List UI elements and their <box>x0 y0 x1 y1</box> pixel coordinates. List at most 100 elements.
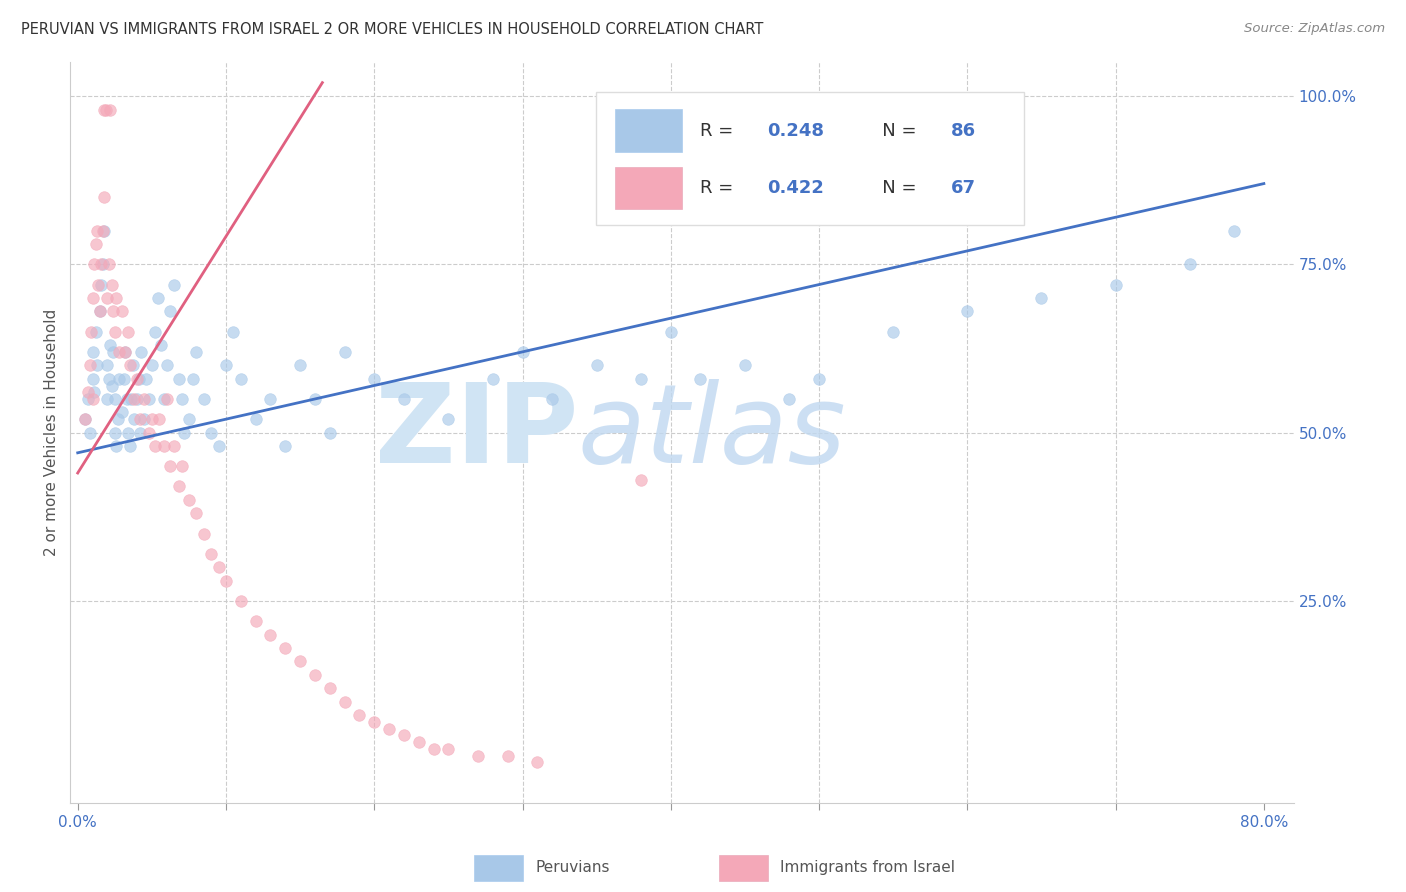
Text: 0.248: 0.248 <box>768 121 824 140</box>
Point <box>138 392 160 406</box>
Point <box>82 392 104 406</box>
Text: PERUVIAN VS IMMIGRANTS FROM ISRAEL 2 OR MORE VEHICLES IN HOUSEHOLD CORRELATION C: PERUVIAN VS IMMIGRANTS FROM ISRAEL 2 OR … <box>21 22 763 37</box>
Point <box>107 412 129 426</box>
Point <box>200 425 222 440</box>
Point <box>96 291 118 305</box>
Point <box>138 425 160 440</box>
Point <box>122 412 145 426</box>
Text: 86: 86 <box>950 121 976 140</box>
Point <box>349 708 371 723</box>
Point <box>496 748 519 763</box>
Point <box>84 325 107 339</box>
Text: ZIP: ZIP <box>374 379 578 486</box>
Point <box>304 392 326 406</box>
Point <box>526 756 548 770</box>
Point <box>93 224 115 238</box>
Point <box>229 372 252 386</box>
Point <box>159 459 181 474</box>
Point <box>222 325 245 339</box>
Point <box>93 103 115 117</box>
Point <box>121 359 143 373</box>
Point <box>808 372 831 386</box>
Point <box>170 459 193 474</box>
Point <box>118 359 141 373</box>
Point <box>245 412 267 426</box>
Point <box>105 439 128 453</box>
Point <box>170 392 193 406</box>
Point <box>245 614 267 628</box>
Point <box>1223 224 1246 238</box>
Point <box>630 372 652 386</box>
Point <box>93 190 115 204</box>
Point <box>148 412 170 426</box>
Point <box>467 748 489 763</box>
Point <box>87 277 110 292</box>
Point <box>97 257 120 271</box>
Point <box>274 439 297 453</box>
Text: Source: ZipAtlas.com: Source: ZipAtlas.com <box>1244 22 1385 36</box>
Text: N =: N = <box>866 121 922 140</box>
Point <box>141 412 163 426</box>
Point <box>104 392 127 406</box>
Point <box>108 344 131 359</box>
FancyBboxPatch shape <box>596 92 1025 226</box>
Point <box>103 344 125 359</box>
Point <box>778 392 800 406</box>
Point <box>304 668 326 682</box>
Point <box>131 344 153 359</box>
Point <box>149 338 172 352</box>
Point <box>319 681 342 696</box>
Point <box>183 372 205 386</box>
Point <box>89 304 111 318</box>
Point <box>129 425 152 440</box>
Point <box>319 425 342 440</box>
Point <box>163 439 186 453</box>
Point <box>333 344 356 359</box>
Point <box>482 372 505 386</box>
Point <box>146 291 169 305</box>
Point <box>122 392 145 406</box>
Point <box>79 359 101 373</box>
Point <box>79 425 101 440</box>
Point <box>882 325 904 339</box>
Point <box>163 277 186 292</box>
FancyBboxPatch shape <box>614 110 682 152</box>
Point <box>129 412 152 426</box>
Point <box>193 526 215 541</box>
Point <box>630 473 652 487</box>
Point <box>186 507 208 521</box>
Point <box>177 412 200 426</box>
Point <box>84 237 107 252</box>
Text: N =: N = <box>866 179 922 197</box>
Point <box>111 304 134 318</box>
Point <box>167 372 190 386</box>
Point <box>90 257 112 271</box>
Point <box>86 224 108 238</box>
Point <box>259 627 281 641</box>
Point <box>215 574 238 588</box>
Text: 67: 67 <box>950 179 976 197</box>
Point <box>134 412 156 426</box>
Point <box>103 304 125 318</box>
Point <box>173 425 195 440</box>
Point <box>689 372 711 386</box>
Point <box>91 257 114 271</box>
Point <box>541 392 564 406</box>
Point <box>215 359 238 373</box>
Point <box>77 392 100 406</box>
Point <box>117 425 139 440</box>
Point <box>143 325 166 339</box>
Point <box>108 372 131 386</box>
Point <box>125 392 148 406</box>
Point <box>956 304 979 318</box>
Point <box>75 412 97 426</box>
Point <box>96 392 118 406</box>
FancyBboxPatch shape <box>474 855 523 880</box>
Point <box>98 338 121 352</box>
Point <box>96 359 118 373</box>
Text: atlas: atlas <box>578 379 846 486</box>
Point <box>120 392 142 406</box>
Point <box>105 291 128 305</box>
Point <box>83 385 105 400</box>
Point <box>288 655 311 669</box>
